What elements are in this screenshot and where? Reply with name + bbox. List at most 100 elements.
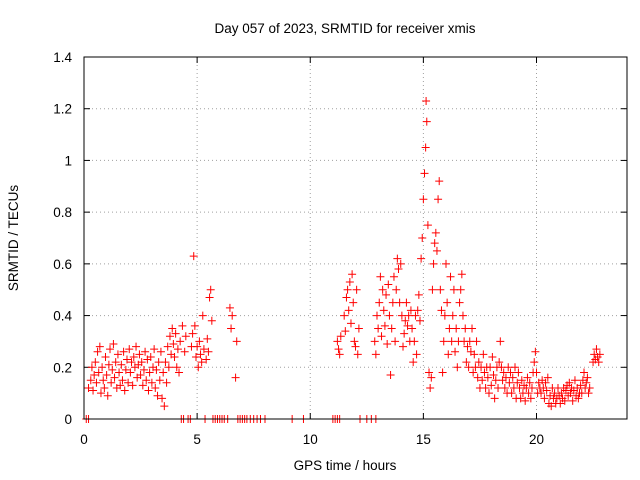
data-point [146, 352, 155, 361]
data-point [343, 285, 352, 294]
data-point [483, 373, 492, 382]
data-point [547, 402, 556, 411]
data-point [501, 373, 510, 382]
data-point [335, 350, 344, 359]
data-point [89, 386, 98, 395]
data-point [227, 324, 236, 333]
data-point [480, 368, 489, 377]
data-point [197, 358, 206, 367]
data-point [530, 358, 539, 367]
data-point [550, 389, 559, 398]
data-point [393, 254, 402, 263]
data-point [163, 342, 172, 351]
data-point [497, 363, 506, 372]
data-point [580, 368, 589, 377]
data-point [100, 383, 109, 392]
data-point [434, 195, 443, 204]
data-point [94, 368, 103, 377]
data-point [404, 311, 413, 320]
data-point [410, 337, 419, 346]
data-point [151, 383, 160, 392]
data-point [565, 378, 574, 387]
data-point [378, 285, 387, 294]
data-point [117, 360, 126, 369]
data-point [428, 285, 437, 294]
data-point [556, 399, 565, 408]
data-point [490, 394, 499, 403]
data-point [594, 358, 603, 367]
data-point [170, 352, 179, 361]
data-point [449, 285, 458, 294]
data-point [108, 365, 117, 374]
data-point [142, 376, 151, 385]
data-point [465, 337, 474, 346]
data-point [487, 381, 496, 390]
data-point [154, 358, 163, 367]
data-point [171, 329, 180, 338]
data-point [447, 337, 456, 346]
data-point [333, 337, 342, 346]
data-point [109, 340, 118, 349]
data-point [107, 378, 116, 387]
y-tick-label: 0.6 [53, 257, 72, 272]
data-point [135, 350, 144, 359]
data-point [463, 342, 472, 351]
data-point [461, 324, 470, 333]
data-point [195, 337, 204, 346]
y-tick-label: 0.4 [53, 309, 72, 324]
data-point [435, 177, 444, 186]
data-point [124, 378, 133, 387]
data-point [523, 373, 532, 382]
data-point [113, 350, 122, 359]
data-point [456, 285, 465, 294]
data-point [374, 324, 383, 333]
data-point [161, 358, 170, 367]
data-point [349, 298, 358, 307]
data-point [577, 389, 586, 398]
data-point [437, 306, 446, 315]
data-point [93, 347, 102, 356]
data-point [431, 228, 440, 237]
data-point [430, 239, 439, 248]
data-point [132, 342, 141, 351]
data-point [101, 352, 110, 361]
data-point [394, 265, 403, 274]
data-point [421, 143, 430, 152]
data-series [82, 96, 604, 423]
data-point [334, 345, 343, 354]
data-point [155, 376, 164, 385]
data-point [111, 358, 120, 367]
data-point [402, 298, 411, 307]
data-point [380, 321, 389, 330]
data-point [228, 311, 237, 320]
data-point [382, 290, 391, 299]
data-point [128, 381, 137, 390]
data-point [484, 389, 493, 398]
axis-ticks: 0 0.2 0.4 0.6 0.8 1 1.2 1.4 0 5 10 15 20 [53, 50, 627, 447]
data-point [488, 352, 497, 361]
data-point [188, 329, 197, 338]
data-point [159, 368, 168, 377]
data-point [409, 358, 418, 367]
data-point [202, 355, 211, 364]
data-point [120, 386, 129, 395]
data-point [396, 259, 405, 268]
data-point [388, 298, 397, 307]
data-point [455, 298, 464, 307]
data-point [345, 277, 354, 286]
data-point [103, 391, 112, 400]
data-point [521, 396, 530, 405]
data-point [141, 347, 150, 356]
data-point [351, 342, 360, 351]
data-point [391, 337, 400, 346]
grid [84, 57, 627, 419]
data-point [425, 368, 434, 377]
data-point [194, 363, 203, 372]
data-point [415, 316, 424, 325]
data-point [399, 342, 408, 351]
data-point [346, 319, 355, 328]
data-point [116, 381, 125, 390]
data-point [389, 272, 398, 281]
data-point [413, 306, 422, 315]
data-point [543, 373, 552, 382]
